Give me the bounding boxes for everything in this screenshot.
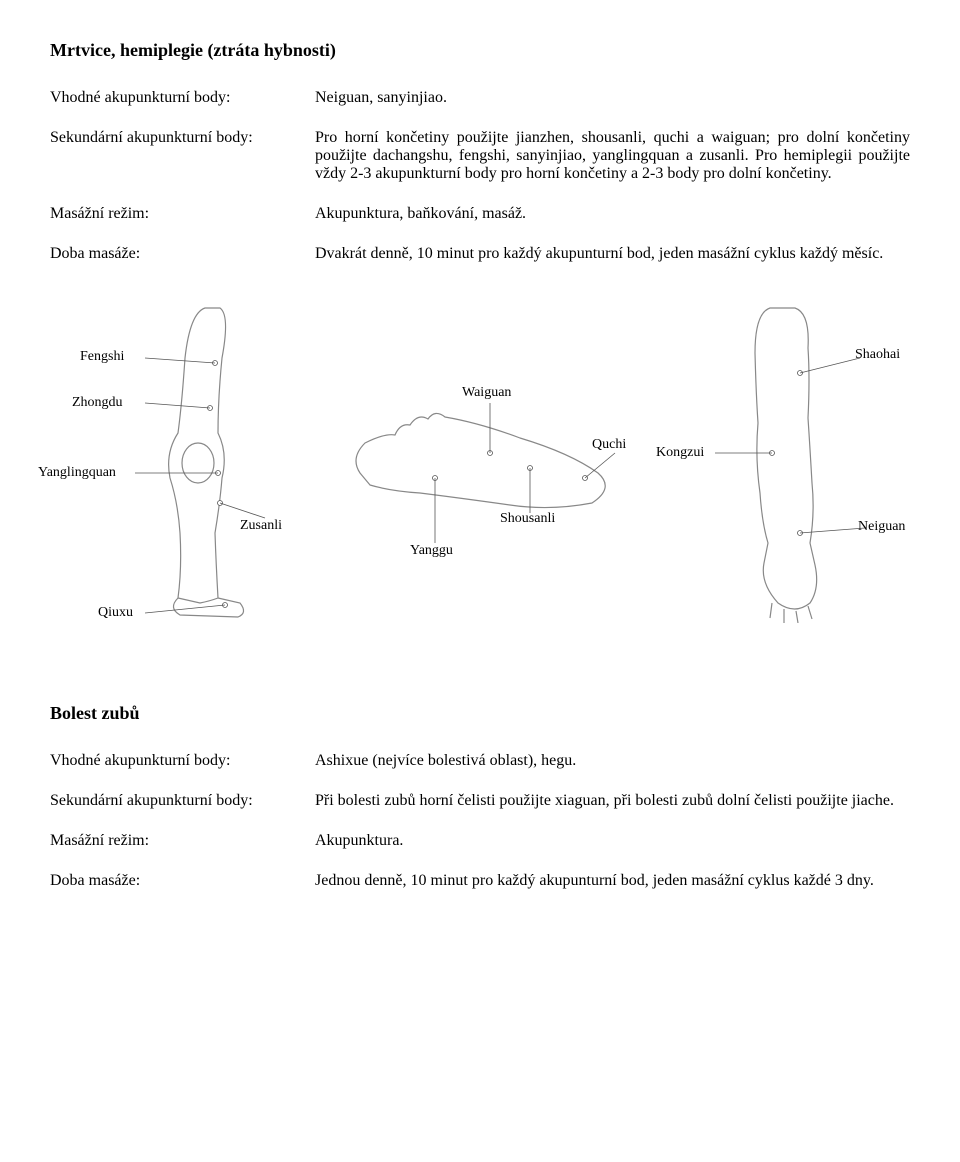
label-fengshi: Fengshi <box>80 349 124 365</box>
label: Doba masáže: <box>50 245 315 263</box>
value: Akupunktura, baňkování, masáž. <box>315 205 910 223</box>
label-quchi: Quchi <box>592 437 626 453</box>
value: Dvakrát denně, 10 minut pro každý akupun… <box>315 245 910 263</box>
label: Masážní režim: <box>50 205 315 223</box>
label: Vhodné akupunkturní body: <box>50 89 315 107</box>
label-waiguan: Waiguan <box>462 385 511 401</box>
row-vhodne-2: Vhodné akupunkturní body: Ashixue (nejví… <box>50 752 910 770</box>
value: Akupunktura. <box>315 832 910 850</box>
label-shaohai: Shaohai <box>855 347 900 363</box>
label: Doba masáže: <box>50 872 315 890</box>
label-yanggu: Yanggu <box>410 543 453 559</box>
label-qiuxu: Qiuxu <box>98 605 133 621</box>
value: Pro horní končetiny použijte jianzhen, s… <box>315 129 910 183</box>
row-doba-1: Doba masáže: Dvakrát denně, 10 minut pro… <box>50 245 910 263</box>
diagram-leg: Fengshi Zhongdu Yanglingquan Zusanli Qiu… <box>50 303 310 623</box>
label: Sekundární akupunkturní body: <box>50 792 315 810</box>
label-yanglingquan: Yanglingquan <box>38 465 116 481</box>
row-sekundarni-1: Sekundární akupunkturní body: Pro horní … <box>50 129 910 183</box>
diagram-arm: Shaohai Kongzui Neiguan <box>660 303 910 623</box>
value: Neiguan, sanyinjiao. <box>315 89 910 107</box>
label-zhongdu: Zhongdu <box>72 395 123 411</box>
diagram-forearm: Waiguan Shousanli Quchi Yanggu <box>340 343 630 603</box>
value: Při bolesti zubů horní čelisti použijte … <box>315 792 910 810</box>
label: Vhodné akupunkturní body: <box>50 752 315 770</box>
label-neiguan: Neiguan <box>858 519 905 535</box>
label-shousanli: Shousanli <box>500 511 555 527</box>
label: Masážní režim: <box>50 832 315 850</box>
value: Ashixue (nejvíce bolestivá oblast), hegu… <box>315 752 910 770</box>
row-sekundarni-2: Sekundární akupunkturní body: Při bolest… <box>50 792 910 810</box>
label: Sekundární akupunkturní body: <box>50 129 315 183</box>
row-doba-2: Doba masáže: Jednou denně, 10 minut pro … <box>50 872 910 890</box>
value: Jednou denně, 10 minut pro každý akupunt… <box>315 872 910 890</box>
section2-title: Bolest zubů <box>50 703 910 724</box>
row-vhodne-1: Vhodné akupunkturní body: Neiguan, sanyi… <box>50 89 910 107</box>
label-zusanli: Zusanli <box>240 518 282 534</box>
row-rezim-2: Masážní režim: Akupunktura. <box>50 832 910 850</box>
label-kongzui: Kongzui <box>656 445 704 461</box>
section1-title: Mrtvice, hemiplegie (ztráta hybnosti) <box>50 40 910 61</box>
row-rezim-1: Masážní režim: Akupunktura, baňkování, m… <box>50 205 910 223</box>
diagram-area: Fengshi Zhongdu Yanglingquan Zusanli Qiu… <box>50 303 910 623</box>
